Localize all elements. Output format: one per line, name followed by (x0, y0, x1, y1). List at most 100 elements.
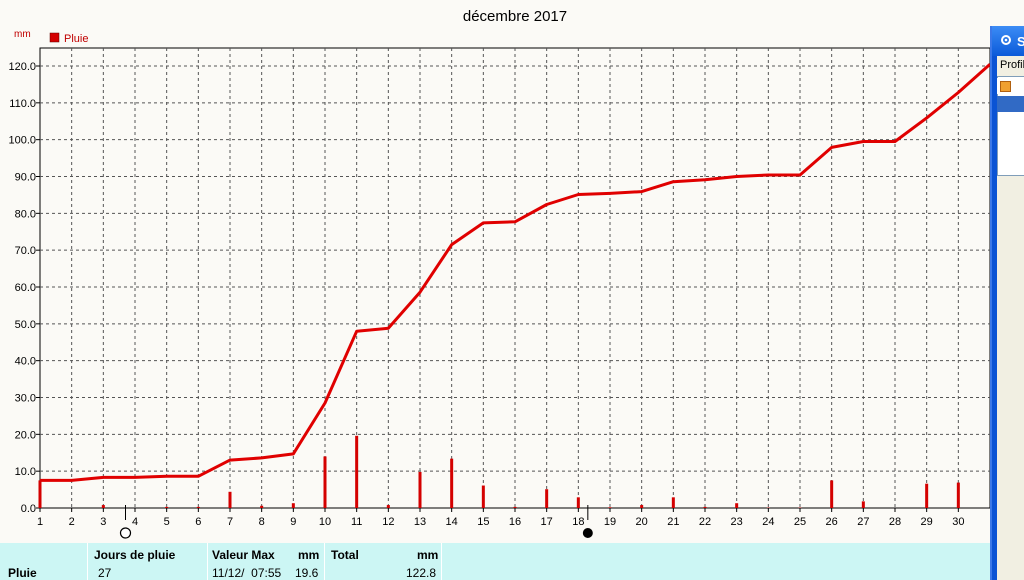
x-tick-label: 23 (731, 516, 743, 528)
y-tick-label: 0.0 (21, 503, 36, 515)
x-tick-label: 9 (290, 516, 296, 528)
grid (39, 47, 990, 509)
gear-icon (1001, 35, 1011, 45)
x-tick-label: 29 (921, 516, 933, 528)
rain-bar (513, 506, 517, 508)
x-tick-label: 11 (351, 516, 362, 528)
cumulative-line (40, 63, 990, 482)
rain-bar (355, 435, 359, 508)
y-tick-label: 80.0 (15, 208, 36, 220)
x-tick-label: 15 (477, 516, 489, 528)
max-date: 11/12/ 07:55 (212, 566, 282, 580)
rain-bar (38, 480, 42, 508)
y-tick-label: 70.0 (15, 245, 36, 257)
y-tick-label: 10.0 (15, 466, 36, 478)
x-tick-label: 30 (952, 516, 964, 528)
list-item[interactable] (997, 78, 1024, 94)
summary-table: Pluie Jours de pluie 27 Valeur Max mm 11… (0, 543, 993, 580)
y-axis-unit: mm (14, 29, 31, 40)
x-axis-ticks: 1 2 3 4 5 6 7 8 9 10 11 12 13 14 15 16 17 18 19 20 21 22 23 24 2… (37, 508, 964, 528)
full-moon-icon (119, 527, 132, 539)
days-value: 27 (98, 566, 112, 580)
rain-bar (608, 507, 612, 508)
summary-days-cell: Jours de pluie 27 (87, 543, 207, 580)
x-tick-label: 27 (857, 516, 869, 528)
side-window-title: S (1017, 34, 1024, 49)
max-unit: mm (298, 548, 320, 562)
y-tick-label: 120.0 (8, 61, 36, 73)
side-window-panel: Profil (997, 56, 1024, 580)
x-tick-label: 12 (382, 516, 394, 528)
new-moon-icon (582, 528, 593, 538)
x-tick-label: 26 (826, 516, 838, 528)
rain-bar (671, 497, 675, 508)
rain-bar (861, 501, 865, 508)
x-tick-label: 25 (794, 516, 806, 528)
rain-bar (165, 506, 169, 508)
rain-bar (196, 506, 200, 508)
side-window[interactable]: S Profil (990, 26, 1024, 580)
profil-tab[interactable]: Profil (1000, 59, 1024, 71)
y-tick-label: 20.0 (15, 429, 36, 441)
rain-bar (703, 506, 707, 508)
x-tick-label: 18 (572, 516, 584, 528)
rain-bar (291, 503, 295, 508)
x-tick-label: 10 (319, 516, 331, 528)
x-tick-label: 22 (699, 516, 711, 528)
max-header: Valeur Max (212, 548, 275, 562)
rain-bar (640, 505, 644, 508)
x-tick-label: 24 (762, 516, 774, 528)
y-tick-label: 30.0 (15, 393, 36, 405)
y-tick-label: 90.0 (15, 172, 36, 184)
summary-empty-cell (441, 543, 993, 580)
y-tick-label: 100.0 (8, 135, 36, 147)
rain-bar (576, 497, 580, 508)
x-tick-label: 17 (541, 516, 553, 528)
x-tick-label: 2 (69, 516, 75, 528)
total-value: 122.8 (406, 566, 437, 580)
x-tick-label: 19 (604, 516, 616, 528)
rain-bar (956, 482, 960, 508)
x-tick-label: 3 (100, 516, 106, 528)
legend-label: Pluie (64, 33, 88, 45)
y-tick-label: 40.0 (15, 356, 36, 368)
y-tick-label: 60.0 (15, 282, 36, 294)
days-header: Jours de pluie (94, 548, 176, 562)
summary-row-label: Pluie (8, 566, 37, 580)
y-tick-label: 110.0 (9, 98, 36, 110)
cumulative-rain-line (40, 63, 990, 482)
chart-title: décembre 2017 (463, 8, 567, 25)
rain-bar (386, 505, 390, 508)
x-tick-label: 4 (132, 516, 138, 528)
y-axis-ticks: 0.0 10.0 20.0 30.0 40.0 50.0 60.0 70.0 80.0 90.0 1… (8, 61, 40, 515)
list-item-selected[interactable] (997, 96, 1024, 112)
daily-rain-bars (38, 435, 960, 508)
rain-bar (735, 503, 739, 508)
moon-phase-markers (119, 505, 593, 539)
total-unit: mm (417, 548, 439, 562)
rain-bar (323, 456, 327, 508)
summary-total-cell: Total mm 122.8 (324, 543, 441, 580)
rain-bar (418, 471, 422, 508)
profile-icon (1000, 81, 1011, 92)
x-tick-label: 6 (195, 516, 201, 528)
total-header: Total (331, 548, 359, 562)
x-tick-label: 21 (667, 516, 679, 528)
x-tick-label: 7 (227, 516, 233, 528)
x-tick-label: 1 (37, 516, 43, 528)
rain-bar (260, 505, 264, 508)
legend-swatch (49, 32, 60, 43)
x-tick-label: 13 (414, 516, 426, 528)
rain-bar (481, 485, 485, 508)
side-window-titlebar[interactable]: S (992, 26, 1024, 56)
x-tick-label: 8 (259, 516, 265, 528)
summary-label-cell: Pluie (0, 543, 86, 580)
rain-bar (228, 491, 232, 508)
rain-chart: décembre 2017 mm Pluie 0.0 10.0 20.0 30.0 40… (8, 8, 990, 539)
rain-bar (830, 480, 834, 508)
rain-bar (545, 489, 549, 508)
x-tick-label: 5 (164, 516, 170, 528)
rain-bar (101, 505, 105, 508)
rain-bar (450, 458, 454, 508)
summary-max-cell: Valeur Max mm 11/12/ 07:55 19.6 (207, 543, 324, 580)
